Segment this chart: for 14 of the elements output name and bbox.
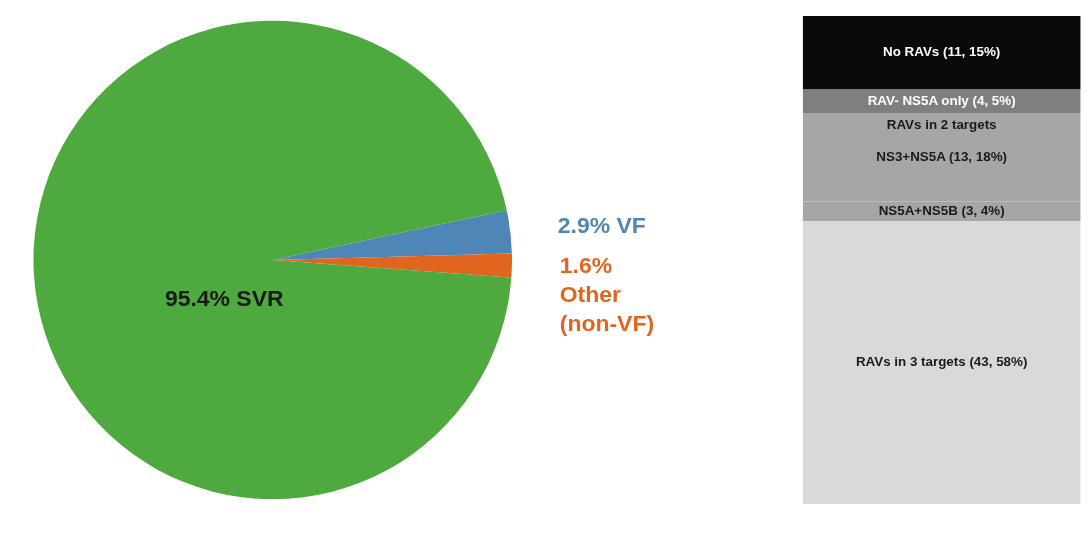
pie-slice [33, 20, 512, 500]
bar [802, 15, 1081, 90]
data-label: No RAVs (11, 15%) [883, 44, 1001, 60]
data-label: RAVs in 3 targets (43, 58%) [855, 354, 1028, 370]
bar [802, 89, 1081, 114]
annotation: RAVs in 2 targets [886, 116, 997, 132]
data-label: 95.4% SVR [164, 285, 284, 312]
data-label: RAV- NS5A only (4, 5%) [867, 93, 1016, 109]
pie-slice [272, 210, 512, 260]
data-label: NS5A+NS5B (3, 4%) [878, 203, 1005, 219]
data-label: 2.9% VF [557, 211, 646, 238]
data-label: NS3+NS5A (13, 18%) [876, 149, 1008, 165]
bar [802, 220, 1081, 505]
data-label: 1.6% Other (non-VF) [559, 252, 655, 336]
